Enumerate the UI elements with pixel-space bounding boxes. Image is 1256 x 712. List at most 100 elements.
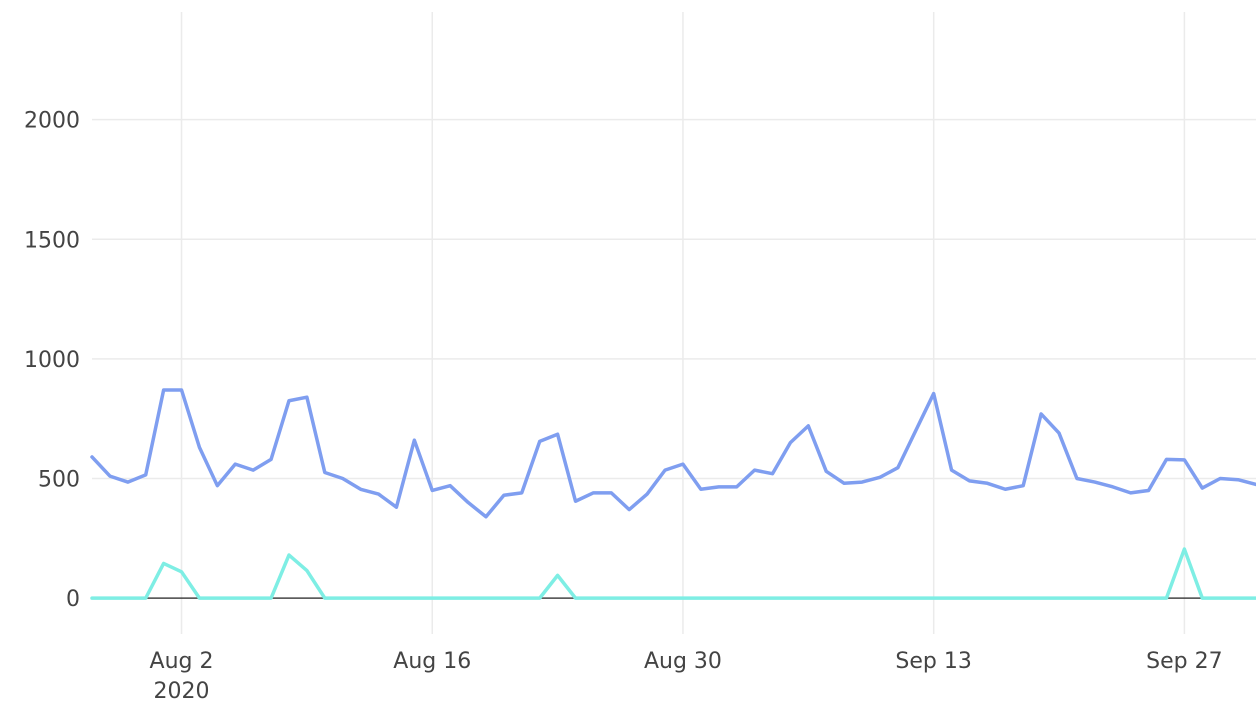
gridlines (92, 12, 1256, 634)
data-point (1093, 596, 1097, 600)
data-point (788, 441, 792, 445)
data-point (824, 469, 828, 473)
data-point (1147, 488, 1151, 492)
data-point (806, 424, 810, 428)
data-point (484, 596, 488, 600)
data-point (466, 596, 470, 600)
data-point (574, 499, 578, 503)
data-point (197, 596, 201, 600)
y-axis-ticks: 0 500 1000 1500 2000 (24, 109, 80, 612)
data-point (377, 492, 381, 496)
data-point (305, 395, 309, 399)
data-point (985, 596, 989, 600)
data-point (985, 481, 989, 485)
data-point (305, 569, 309, 573)
data-point (108, 474, 112, 478)
x-axis-ticks: Aug 2 2020 Aug 16 Aug 30 Sep 13 Sep 27 (150, 649, 1223, 704)
data-point (824, 596, 828, 600)
series-line (90, 388, 1256, 519)
data-point (1182, 547, 1186, 551)
data-point (699, 596, 703, 600)
data-point (287, 399, 291, 403)
data-point (484, 515, 488, 519)
data-point (251, 596, 255, 600)
data-point (932, 392, 936, 396)
data-point (341, 477, 345, 481)
data-point (1200, 596, 1204, 600)
data-point (1236, 478, 1240, 482)
data-point (627, 508, 631, 512)
data-point (1057, 431, 1061, 435)
y-tick-label: 1000 (24, 348, 80, 373)
data-point (1129, 491, 1133, 495)
data-point (950, 596, 954, 600)
data-point (878, 475, 882, 479)
data-point (162, 561, 166, 565)
data-point (502, 596, 506, 600)
data-point (1003, 596, 1007, 600)
data-point (1111, 596, 1115, 600)
data-point (269, 457, 273, 461)
x-tick-label: Aug 30 (644, 649, 722, 674)
x-tick-label: Aug 2 (150, 649, 214, 674)
data-point (1218, 477, 1222, 481)
data-point (753, 596, 757, 600)
series-group (90, 388, 1256, 600)
data-point (233, 462, 237, 466)
data-point (556, 573, 560, 577)
data-point (663, 468, 667, 472)
data-point (359, 487, 363, 491)
data-point (144, 596, 148, 600)
y-tick-label: 500 (38, 468, 80, 493)
data-point (1021, 596, 1025, 600)
data-point (609, 596, 613, 600)
data-point (287, 553, 291, 557)
data-point (1164, 596, 1168, 600)
data-point (753, 468, 757, 472)
data-point (735, 596, 739, 600)
data-point (1039, 596, 1043, 600)
data-point (591, 491, 595, 495)
series-1 (90, 388, 1256, 519)
x-tick-label: Sep 27 (1146, 649, 1222, 674)
data-point (215, 484, 219, 488)
data-point (90, 455, 94, 459)
x-tick-label: Sep 13 (895, 649, 971, 674)
data-point (126, 596, 130, 600)
data-point (108, 596, 112, 600)
data-point (1164, 457, 1168, 461)
data-point (1129, 596, 1133, 600)
data-point (770, 472, 774, 476)
data-point (860, 480, 864, 484)
data-point (466, 500, 470, 504)
data-point (1182, 458, 1186, 462)
data-point (520, 491, 524, 495)
data-point (1111, 485, 1115, 489)
data-point (1021, 484, 1025, 488)
data-point (448, 596, 452, 600)
data-point (180, 570, 184, 574)
y-tick-label: 2000 (24, 109, 80, 134)
data-point (1003, 487, 1007, 491)
data-point (126, 480, 130, 484)
data-point (967, 479, 971, 483)
data-point (197, 445, 201, 449)
data-point (377, 596, 381, 600)
data-point (681, 462, 685, 466)
data-point (180, 388, 184, 392)
data-point (1093, 480, 1097, 484)
data-point (1057, 596, 1061, 600)
data-point (842, 481, 846, 485)
data-point (591, 596, 595, 600)
data-point (663, 596, 667, 600)
data-point (323, 471, 327, 475)
data-point (1075, 596, 1079, 600)
data-point (448, 484, 452, 488)
data-point (430, 488, 434, 492)
data-point (699, 487, 703, 491)
data-point (394, 505, 398, 509)
data-point (538, 439, 542, 443)
data-point (520, 596, 524, 600)
data-point (430, 596, 434, 600)
data-point (502, 493, 506, 497)
